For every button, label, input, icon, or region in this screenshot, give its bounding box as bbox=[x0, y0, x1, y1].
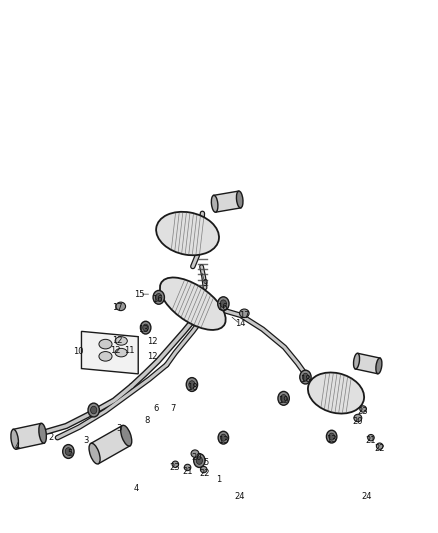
Ellipse shape bbox=[191, 450, 199, 457]
Text: 22: 22 bbox=[200, 470, 210, 478]
Polygon shape bbox=[214, 191, 241, 212]
Ellipse shape bbox=[354, 414, 362, 422]
Circle shape bbox=[155, 294, 162, 301]
Ellipse shape bbox=[11, 429, 18, 449]
Ellipse shape bbox=[89, 443, 100, 464]
Circle shape bbox=[329, 433, 335, 440]
Text: 4: 4 bbox=[14, 442, 20, 451]
Ellipse shape bbox=[184, 464, 191, 471]
Circle shape bbox=[218, 297, 229, 311]
Text: 18: 18 bbox=[187, 383, 197, 392]
Ellipse shape bbox=[121, 425, 132, 446]
Text: 12: 12 bbox=[110, 346, 120, 355]
Ellipse shape bbox=[376, 443, 383, 449]
Ellipse shape bbox=[99, 352, 112, 361]
Text: 16: 16 bbox=[152, 295, 162, 304]
Ellipse shape bbox=[39, 423, 46, 443]
Ellipse shape bbox=[160, 278, 226, 330]
Ellipse shape bbox=[156, 212, 219, 255]
Text: 14: 14 bbox=[235, 319, 245, 328]
Text: 16: 16 bbox=[217, 303, 228, 312]
Circle shape bbox=[141, 321, 151, 334]
Text: 21: 21 bbox=[182, 467, 193, 475]
Circle shape bbox=[88, 403, 99, 417]
Circle shape bbox=[220, 434, 226, 441]
Ellipse shape bbox=[376, 358, 382, 374]
Text: 20: 20 bbox=[191, 454, 201, 463]
Circle shape bbox=[153, 290, 164, 304]
Ellipse shape bbox=[116, 302, 126, 311]
Circle shape bbox=[65, 448, 71, 455]
Text: 21: 21 bbox=[366, 437, 376, 446]
Text: 17: 17 bbox=[113, 303, 123, 312]
Text: 18: 18 bbox=[300, 375, 311, 384]
Circle shape bbox=[91, 406, 97, 414]
Text: 2: 2 bbox=[48, 433, 53, 442]
Circle shape bbox=[220, 300, 226, 308]
Text: 22: 22 bbox=[374, 444, 385, 453]
Text: 7: 7 bbox=[170, 405, 176, 414]
Text: 24: 24 bbox=[361, 491, 372, 500]
Text: 8: 8 bbox=[144, 416, 150, 425]
Text: 17: 17 bbox=[239, 311, 250, 320]
Polygon shape bbox=[355, 353, 380, 374]
Text: 10: 10 bbox=[73, 347, 84, 356]
Circle shape bbox=[189, 381, 195, 389]
Circle shape bbox=[63, 445, 74, 458]
Circle shape bbox=[218, 431, 229, 444]
Circle shape bbox=[196, 457, 202, 464]
Ellipse shape bbox=[308, 373, 364, 414]
Circle shape bbox=[186, 377, 198, 391]
Text: 23: 23 bbox=[169, 463, 180, 472]
Ellipse shape bbox=[367, 434, 374, 441]
Text: 13: 13 bbox=[218, 437, 229, 446]
Ellipse shape bbox=[360, 406, 366, 412]
Text: 3: 3 bbox=[83, 437, 88, 446]
Ellipse shape bbox=[353, 353, 360, 369]
Text: 6: 6 bbox=[153, 405, 159, 414]
Circle shape bbox=[280, 394, 287, 402]
Text: 20: 20 bbox=[353, 417, 363, 426]
Text: 12: 12 bbox=[147, 352, 158, 361]
Circle shape bbox=[326, 430, 337, 443]
Text: 13: 13 bbox=[138, 325, 149, 334]
Text: 15: 15 bbox=[134, 289, 145, 298]
Ellipse shape bbox=[99, 340, 112, 349]
Ellipse shape bbox=[201, 466, 207, 473]
Text: 5: 5 bbox=[203, 458, 208, 466]
Circle shape bbox=[278, 391, 289, 405]
Text: 9: 9 bbox=[202, 279, 208, 288]
Ellipse shape bbox=[212, 195, 218, 212]
Circle shape bbox=[302, 373, 308, 381]
Polygon shape bbox=[91, 425, 130, 464]
Ellipse shape bbox=[115, 337, 127, 345]
Text: 13: 13 bbox=[326, 435, 337, 444]
Text: 4: 4 bbox=[134, 484, 139, 493]
Ellipse shape bbox=[237, 191, 243, 208]
Ellipse shape bbox=[172, 461, 179, 467]
Circle shape bbox=[143, 324, 148, 331]
Text: 3: 3 bbox=[117, 424, 122, 433]
Polygon shape bbox=[81, 332, 138, 374]
Circle shape bbox=[194, 454, 205, 467]
Text: 12: 12 bbox=[147, 337, 158, 346]
Text: 12: 12 bbox=[113, 336, 123, 345]
Text: 19: 19 bbox=[279, 396, 289, 405]
Ellipse shape bbox=[115, 349, 127, 357]
Text: 11: 11 bbox=[124, 346, 135, 355]
Polygon shape bbox=[13, 423, 44, 449]
Text: 5: 5 bbox=[67, 449, 72, 458]
Text: 24: 24 bbox=[235, 491, 245, 500]
Text: 1: 1 bbox=[216, 475, 222, 483]
Ellipse shape bbox=[240, 309, 249, 318]
Text: 23: 23 bbox=[357, 407, 367, 416]
Circle shape bbox=[300, 370, 311, 384]
